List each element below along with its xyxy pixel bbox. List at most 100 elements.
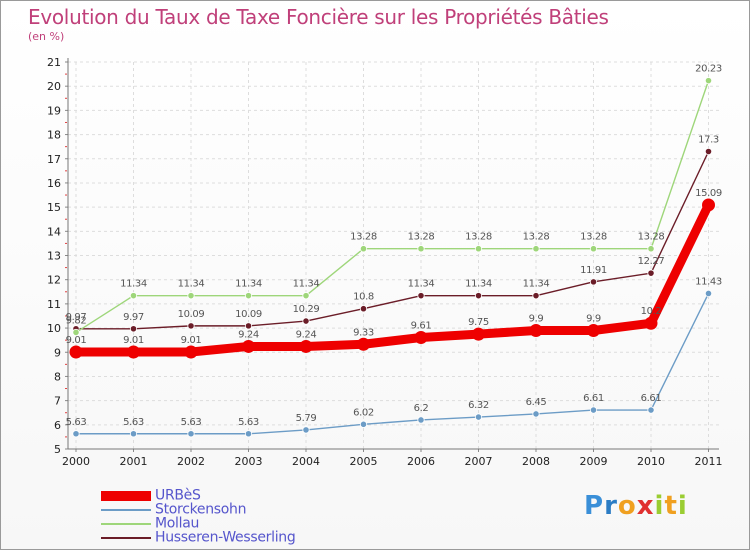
- data-label: 11.34: [465, 279, 492, 290]
- x-tick-label: 2004: [292, 455, 320, 468]
- data-label: 10.29: [293, 304, 320, 315]
- logo-letter: i: [654, 491, 665, 521]
- data-point: [474, 245, 483, 253]
- data-label: 9.01: [66, 335, 87, 346]
- data-point: [187, 292, 195, 300]
- logo-letter: o: [617, 491, 637, 521]
- logo-letter: P: [584, 491, 605, 521]
- series-urb-s: [69, 198, 715, 359]
- data-label: 6.32: [468, 400, 489, 411]
- data-label: 6.2: [414, 403, 429, 414]
- y-tick-label: 5: [54, 443, 61, 456]
- data-point: [69, 345, 83, 359]
- x-tick-label: 2009: [580, 455, 608, 468]
- data-label: 13.28: [350, 232, 377, 243]
- data-point: [242, 339, 255, 353]
- data-point: [587, 323, 600, 337]
- legend-item-storckensohn: Storckensohn: [101, 502, 295, 517]
- data-label: 11.91: [580, 265, 607, 276]
- chart-unit-label: (en %): [28, 30, 65, 43]
- data-label: 11.34: [178, 279, 205, 290]
- data-point: [589, 278, 598, 286]
- data-point: [417, 245, 425, 253]
- data-label: 6.61: [641, 393, 662, 404]
- data-point: [417, 416, 425, 424]
- series-line: [75, 79, 710, 334]
- data-point: [302, 292, 310, 300]
- data-point: [589, 406, 598, 414]
- data-point: [129, 292, 138, 300]
- y-tick-label: 7: [54, 395, 61, 408]
- data-point: [184, 345, 198, 359]
- data-point: [357, 337, 370, 351]
- data-label: 9.97: [66, 312, 87, 323]
- y-tick-label: 9: [54, 346, 61, 359]
- y-tick-label: 17: [47, 153, 61, 166]
- data-label: 10.09: [235, 309, 262, 320]
- data-label: 13.28: [580, 232, 607, 243]
- data-label: 10.8: [353, 292, 374, 303]
- data-point: [529, 323, 543, 337]
- axes: 5 6 7 8 9 10 11 12 13 14 15 16 17 18 19 20 21 2000 2001 200…: [47, 56, 723, 468]
- data-label: 9.97: [123, 312, 144, 323]
- grid: [68, 61, 719, 450]
- data-label: 17.3: [698, 134, 719, 145]
- data-label: 10.2: [641, 306, 662, 317]
- series-mollau: [72, 77, 713, 337]
- legend-item-mollau: Mollau: [101, 515, 295, 532]
- data-label: 9.61: [411, 320, 432, 331]
- data-label: 6.02: [353, 407, 374, 418]
- proxiti-logo: Proxiti: [584, 491, 688, 521]
- legend-item-husseren-wesserling: Husseren-Wesserling: [101, 530, 296, 545]
- x-tick-label: 2011: [695, 455, 723, 468]
- data-label: 9.24: [296, 329, 317, 340]
- x-tick-label: 2007: [465, 455, 493, 468]
- data-label: 9.01: [181, 335, 202, 346]
- data-point: [532, 245, 540, 253]
- data-labels: 9.97 9.97 10.09 10.09 10.29 10.8 11.34 11.34 11.…: [66, 64, 723, 428]
- y-tick-label: 6: [54, 419, 61, 432]
- x-tick-label: 2006: [407, 455, 435, 468]
- data-point: [647, 406, 655, 414]
- data-point: [704, 289, 713, 298]
- data-label: 13.28: [408, 232, 435, 243]
- y-tick-label: 15: [47, 201, 61, 214]
- x-tick-label: 2008: [522, 455, 550, 468]
- data-label: 5.63: [181, 417, 202, 428]
- y-tick-label: 20: [47, 80, 61, 93]
- data-point: [129, 325, 138, 333]
- data-label: 5.63: [66, 417, 87, 428]
- y-tick-label: 16: [47, 177, 61, 190]
- logo-letter: r: [604, 491, 618, 521]
- data-point: [302, 317, 310, 325]
- series-line: [75, 150, 710, 330]
- legend-label: URBèS: [155, 487, 201, 504]
- data-point: [414, 330, 428, 344]
- legend: URBèS Storckensohn Mollau Husseren-Wesse…: [101, 487, 296, 545]
- data-label: 6.45: [526, 397, 547, 408]
- data-point: [532, 410, 540, 418]
- data-point: [704, 147, 713, 156]
- logo-letter: x: [636, 491, 655, 521]
- logo-letter: t: [664, 491, 678, 521]
- series-group: [69, 77, 715, 438]
- x-tick-label: 2001: [120, 455, 148, 468]
- data-point: [704, 77, 713, 85]
- series-line: [75, 292, 710, 435]
- data-label: 9.01: [123, 335, 144, 346]
- series-line: [71, 200, 713, 357]
- data-point: [244, 292, 253, 300]
- x-tick-label: 2005: [350, 455, 378, 468]
- data-point: [589, 245, 598, 253]
- data-point: [299, 339, 313, 353]
- series-storckensohn: [72, 289, 713, 438]
- data-label: 6.61: [583, 393, 604, 404]
- chart-title: Evolution du Taux de Taxe Foncière sur l…: [28, 5, 609, 29]
- data-label: 9.33: [353, 327, 374, 338]
- data-label: 11.34: [293, 279, 320, 290]
- data-label: 5.63: [238, 417, 259, 428]
- legend-swatch: [101, 522, 151, 525]
- legend-label: Mollau: [155, 515, 200, 532]
- x-tick-label: 2003: [235, 455, 263, 468]
